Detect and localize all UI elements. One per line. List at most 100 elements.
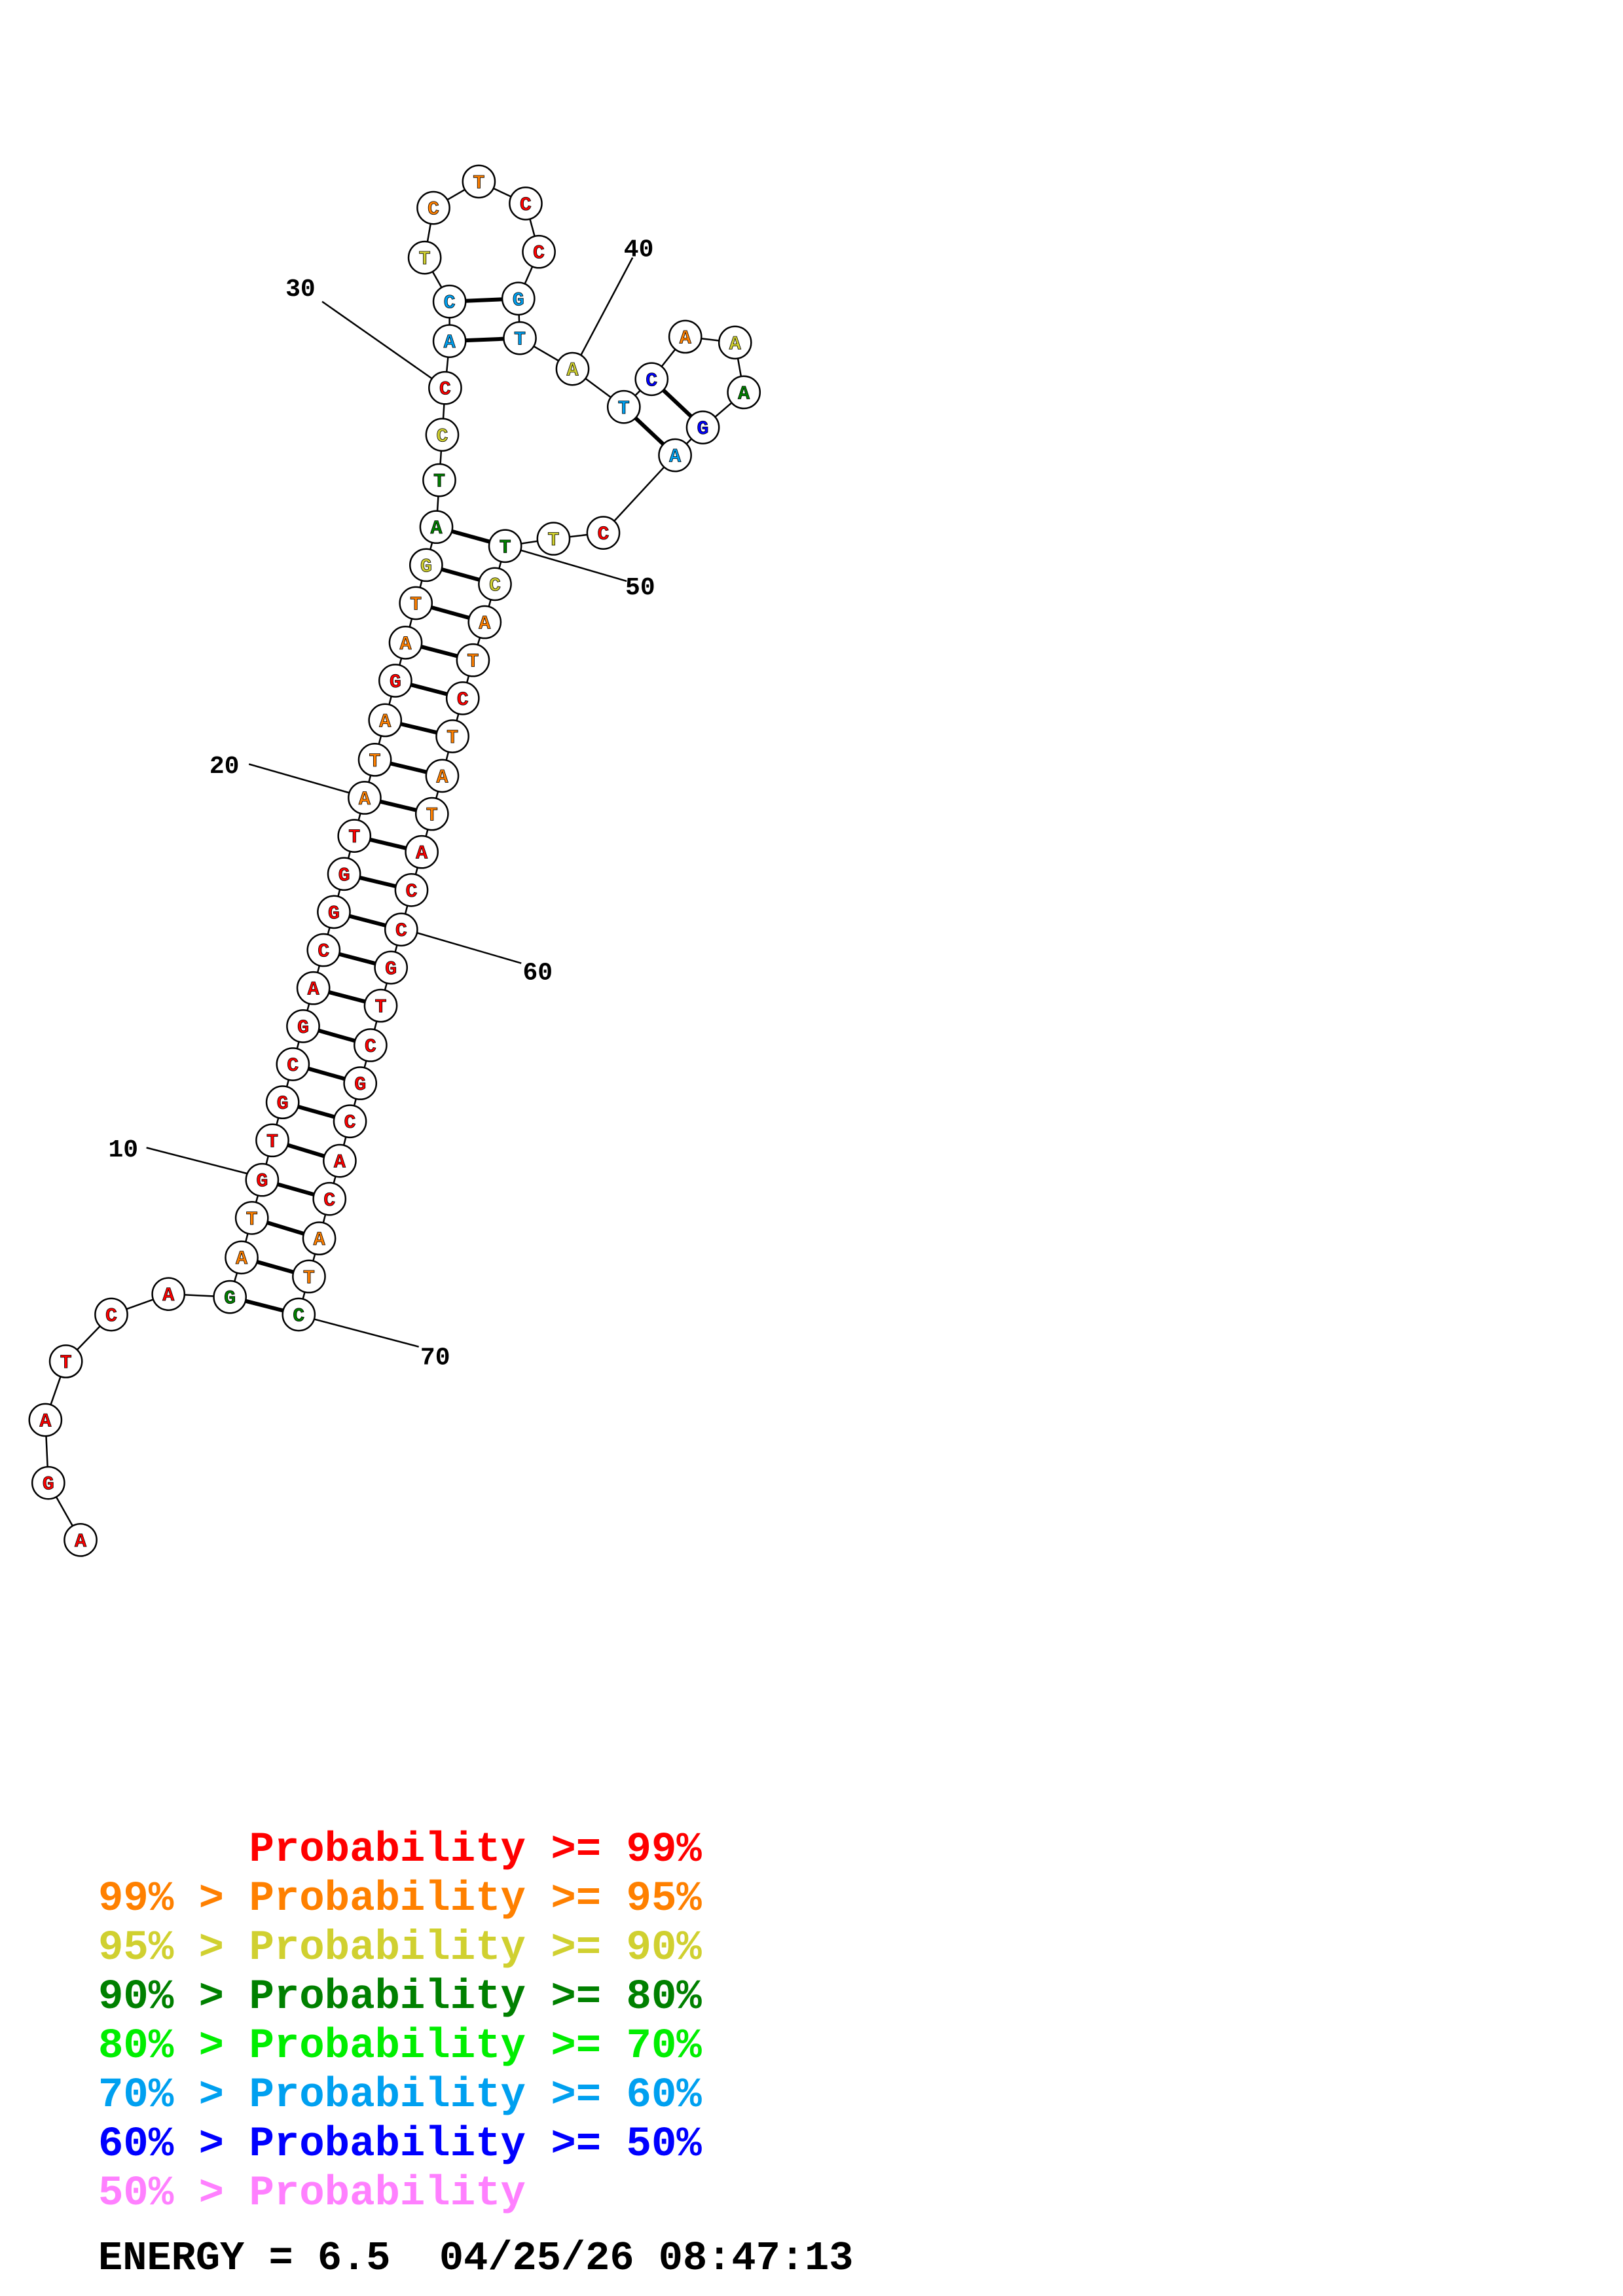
nucleotide-letter: T: [246, 1209, 258, 1231]
nucleotide-circle: [384, 912, 418, 947]
base-pair-line: [662, 388, 693, 418]
nucleotide-letter: T: [500, 537, 511, 559]
nucleotide-letter: C: [533, 243, 545, 265]
legend-entry-prefix: 90% >: [98, 1974, 249, 2021]
nucleotide: T: [292, 1259, 326, 1294]
nucleotide-circle: [312, 1181, 347, 1216]
nucleotide-circle: [94, 1297, 128, 1332]
nucleotide: C: [416, 190, 450, 225]
nucleotide: G: [327, 857, 361, 891]
nucleotide-circle: [292, 1259, 326, 1294]
nucleotide: G: [343, 1066, 378, 1100]
legend-entry-label: Probability >= 70%: [249, 2023, 702, 2070]
nucleotide-letter: G: [385, 958, 397, 980]
nucleotide: A: [727, 375, 761, 410]
base-pair-line: [338, 952, 376, 966]
nucleotide-circle: [555, 351, 590, 386]
nucleotide-letter: C: [405, 881, 417, 903]
nucleotide-circle: [151, 1277, 186, 1312]
nucleotide: T: [234, 1200, 269, 1235]
nucleotide: A: [718, 325, 752, 360]
nucleotide: C: [425, 418, 460, 452]
nucleotide-letter: C: [428, 199, 439, 221]
nucleotide-circle: [296, 971, 331, 1005]
nucleotide: A: [296, 971, 331, 1005]
nucleotide-letter: G: [513, 289, 524, 312]
legend-entry-prefix: 95% >: [98, 1925, 249, 1972]
nucleotide: A: [668, 319, 702, 354]
nucleotide-circle: [425, 759, 460, 793]
nucleotide-circle: [536, 522, 571, 556]
nucleotide-circle: [282, 1297, 316, 1332]
nucleotide-letter: A: [162, 1285, 174, 1307]
nucleotide-letter: C: [365, 1036, 376, 1058]
legend-entry-label: Probability >= 80%: [249, 1974, 702, 2021]
nucleotide-letter: G: [224, 1288, 236, 1310]
legend-entry-prefix: 99% >: [98, 1876, 249, 1923]
timestamp: 04/25/26 08:47:13: [439, 2235, 854, 2282]
nucleotide: C: [394, 873, 429, 907]
nucleotide-letter: T: [618, 398, 630, 420]
nucleotide: T: [435, 719, 469, 753]
nucleotide-letter: G: [256, 1171, 268, 1193]
base-pair-line: [390, 761, 428, 774]
nucleotide-circle: [432, 324, 467, 358]
nucleotide-letter: G: [338, 865, 350, 887]
nucleotide-letter: A: [308, 979, 319, 1001]
nucleotide: A: [28, 1403, 63, 1437]
base-pair-lines: [245, 297, 693, 1313]
nucleotide-circle: [727, 375, 761, 410]
nucleotide: A: [348, 781, 382, 815]
nucleotide: A: [658, 438, 692, 473]
legend-entry: 60% > Probability >= 50%: [98, 2121, 702, 2170]
nucleotide-letter: T: [303, 1267, 315, 1289]
nucleotide: A: [323, 1143, 357, 1178]
nucleotide-circle: [317, 895, 351, 929]
nucleotide: T: [337, 819, 372, 853]
nucleotide-letter: T: [514, 329, 526, 351]
position-label-leader: [579, 257, 634, 358]
legend-entry: 99% > Probability >= 95%: [98, 1875, 702, 1924]
nucleotide-letter: A: [400, 634, 412, 656]
legend-entry: 70% > Probability >= 60%: [98, 2072, 702, 2121]
legend-entry: Probability >= 99%: [98, 1826, 701, 1875]
base-pair-line: [431, 605, 470, 620]
nucleotide-circle: [31, 1465, 65, 1500]
nucleotide: A: [302, 1221, 337, 1256]
nucleotide-circle: [405, 834, 439, 869]
base-pair-line: [256, 1260, 295, 1274]
nucleotide-circle: [286, 1009, 320, 1043]
nucleotide-letter: A: [379, 711, 391, 733]
nucleotide: T: [488, 529, 522, 564]
nucleotide: C: [312, 1181, 347, 1216]
position-label-leader: [146, 1147, 249, 1175]
nucleotide-letter: C: [444, 293, 456, 315]
nucleotide-letter: A: [430, 518, 442, 540]
nucleotide-circle: [323, 1143, 357, 1178]
nucleotide-circle: [422, 463, 456, 497]
nucleotide: A: [555, 351, 590, 386]
nucleotide: C: [428, 370, 462, 405]
nucleotide: C: [94, 1297, 128, 1332]
nucleotide: T: [456, 643, 490, 677]
nucleotide: C: [522, 234, 556, 269]
nucleotide-letter: C: [293, 1305, 304, 1327]
nucleotide-circle: [399, 586, 433, 620]
nucleotide-circle: [407, 240, 442, 275]
nucleotide: C: [478, 567, 512, 601]
nucleotide: T: [399, 586, 433, 620]
nucleotide: G: [317, 895, 351, 929]
nucleotide: T: [407, 240, 442, 275]
nucleotide-circle: [357, 742, 392, 777]
nucleotide-letter: T: [375, 997, 387, 1019]
nucleotide-circle: [48, 1344, 83, 1378]
base-pair-line: [451, 529, 490, 544]
base-pair-line: [465, 336, 504, 343]
position-label-leader: [321, 300, 435, 382]
nucleotide-circle: [462, 164, 496, 199]
nucleotide-letter: A: [479, 613, 490, 636]
backbone-segment: [602, 454, 676, 533]
nucleotide-circle: [409, 548, 443, 583]
nucleotide: C: [276, 1047, 310, 1081]
base-pair-line: [308, 1066, 346, 1081]
